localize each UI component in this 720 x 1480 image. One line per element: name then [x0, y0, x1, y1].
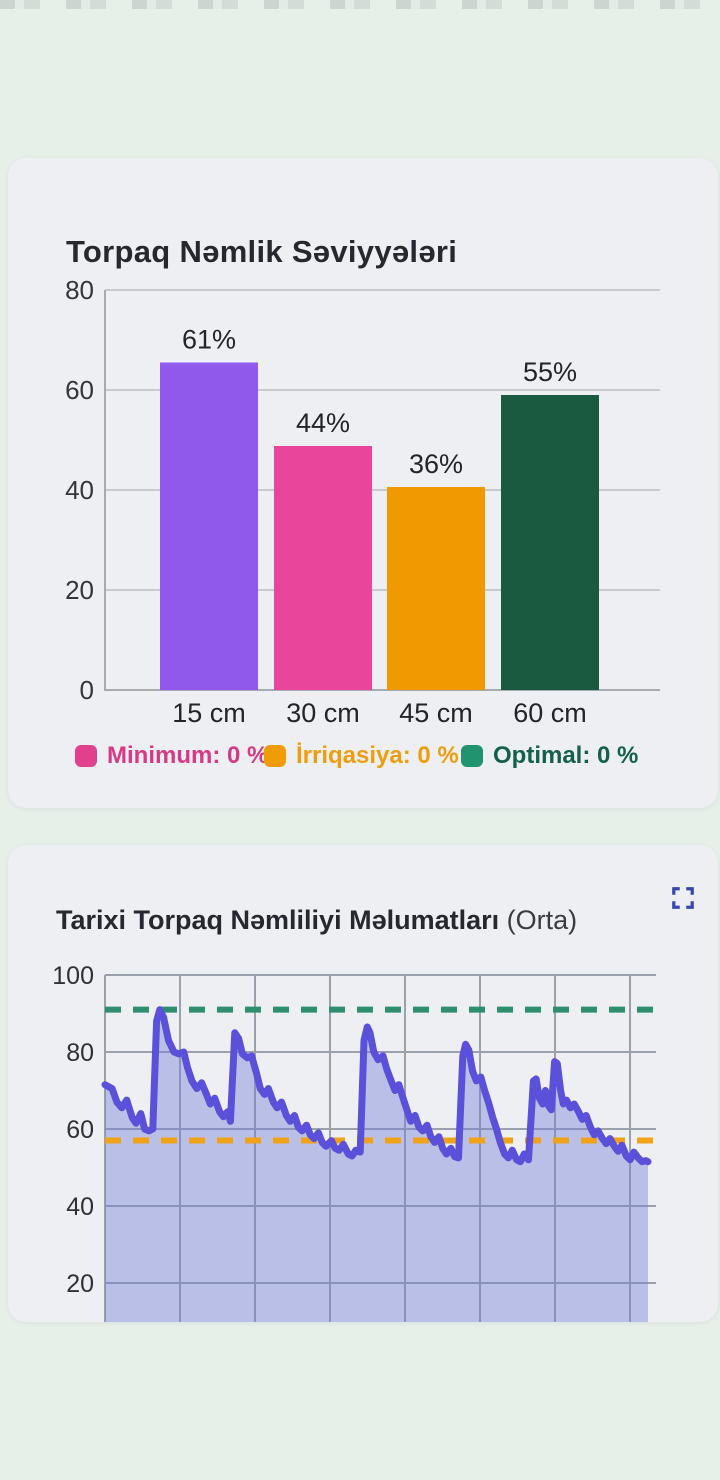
card2-title-suffix: (Orta) — [506, 905, 578, 936]
legend-swatch-optimal — [461, 745, 483, 767]
bar-x-tick: 30 cm — [286, 698, 360, 728]
bar-60-cm — [501, 395, 599, 690]
legend-label-irrigation: İrriqasiya: 0 % — [296, 742, 459, 769]
top-edge-artifact — [0, 0, 720, 9]
legend-swatch-minimum — [75, 745, 97, 767]
card1-title: Torpaq Nəmlik Səviyyələri — [66, 233, 458, 269]
bar-x-tick: 45 cm — [399, 698, 473, 728]
bar-y-tick: 20 — [65, 575, 94, 605]
bar-y-tick: 80 — [65, 275, 94, 305]
bar-x-tick: 60 cm — [513, 698, 587, 728]
bar-15-cm — [160, 362, 258, 690]
line-y-tick: 20 — [66, 1270, 94, 1298]
legend-label-optimal: Optimal: 0 % — [493, 742, 639, 769]
legend-swatch-irrigation — [264, 745, 286, 767]
fullscreen-button[interactable] — [670, 885, 696, 911]
line-y-tick: 40 — [66, 1193, 94, 1221]
legend-item-minimum: Minimum: 0 % — [75, 742, 268, 770]
legend-label-minimum: Minimum: 0 % — [107, 742, 269, 769]
bar-value-label: 55% — [523, 357, 577, 387]
soil-moisture-bar-chart: 0 20 40 60 80 61% 15 cm 44% 30 cm 36% 45 cm 55% 60 c… — [65, 275, 660, 728]
historical-moisture-line-chart: 100 80 60 40 20 — [52, 962, 656, 1322]
bar-30-cm — [274, 446, 372, 690]
legend-item-irrigation: İrriqasiya: 0 % — [264, 742, 459, 770]
bar-y-tick: 40 — [65, 475, 94, 505]
soil-moisture-levels-card: Torpaq Nəmlik Səviyyələri 0 20 40 60 80 61% 15… — [8, 158, 718, 808]
historical-moisture-card: Tarixi Torpaq Nəmliliyi Məlumatları (Ort… — [8, 845, 718, 1322]
card2-title: Tarixi Torpaq Nəmliliyi Məlumatları (Ort… — [56, 905, 577, 936]
moisture-line-series — [101, 1006, 652, 1166]
bar-value-label: 44% — [296, 408, 350, 438]
fullscreen-icon — [672, 887, 694, 909]
bar-y-tick: 60 — [65, 375, 94, 405]
bar-y-tick: 0 — [80, 675, 94, 705]
bar-45-cm — [387, 487, 485, 690]
bar-chart-legend: Minimum: 0 % İrriqasiya: 0 % Optimal: 0 % — [8, 742, 718, 772]
line-y-tick: 80 — [66, 1039, 94, 1067]
bar-value-label: 36% — [409, 449, 463, 479]
line-y-tick: 100 — [52, 962, 94, 990]
moisture-area-fill — [105, 1009, 648, 1322]
bar-value-label: 61% — [182, 325, 236, 355]
line-y-tick: 60 — [66, 1116, 94, 1144]
bar-x-tick: 15 cm — [172, 698, 246, 728]
card2-title-main: Tarixi Torpaq Nəmliliyi Məlumatları — [56, 905, 500, 936]
legend-item-optimal: Optimal: 0 % — [461, 742, 638, 770]
